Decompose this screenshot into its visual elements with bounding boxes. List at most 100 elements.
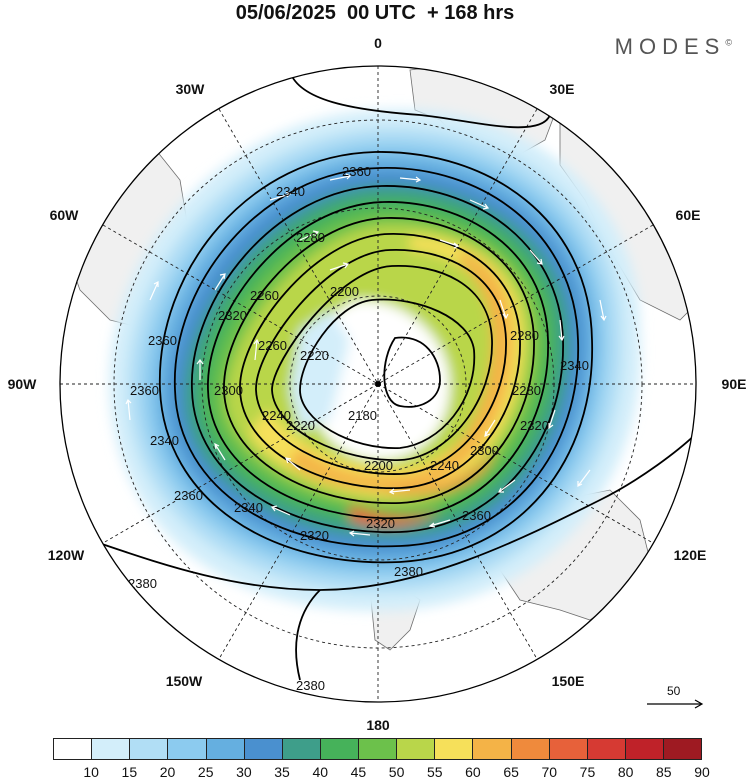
- wind-arrow: [558, 319, 565, 342]
- wind-arrow: [253, 338, 260, 361]
- contour-2260: [239, 233, 521, 489]
- wind-arrow: [484, 419, 496, 437]
- shade-60: [288, 250, 512, 491]
- colorbar-label: 60: [465, 764, 481, 780]
- colorbar-label: 35: [274, 764, 290, 780]
- lon-label-150w: 150W: [166, 673, 203, 689]
- colorbar-cell: [282, 739, 321, 759]
- contour-label: 2320: [520, 418, 549, 433]
- contour-label: 2380: [394, 564, 423, 579]
- wind-arrow: [329, 262, 350, 271]
- colorbar-cell: [511, 739, 550, 759]
- contour-2220: [271, 265, 493, 461]
- lon-label-30e: 30E: [550, 81, 575, 97]
- wind-arrow: [214, 442, 226, 461]
- contour-2360: [159, 151, 593, 564]
- meridian-60w-120e: [102, 224, 654, 544]
- lon-label-120w: 120W: [48, 547, 85, 563]
- colorbar-cell: [168, 739, 207, 759]
- wind-arrow: [269, 191, 292, 201]
- wind-arrow: [529, 249, 543, 265]
- lon-label-0: 0: [374, 35, 382, 51]
- map-frame: [59, 65, 697, 703]
- colorbar-cell: [92, 739, 131, 759]
- lon-label-180: 180: [366, 717, 390, 733]
- colorbar-cell: [625, 739, 664, 759]
- wind-arrow: [270, 505, 291, 516]
- wind-arrow: [196, 359, 204, 380]
- contour-label: 2360: [462, 508, 491, 523]
- lon-label-120e: 120E: [674, 547, 707, 563]
- colorbar-label: 75: [579, 764, 596, 780]
- wind-arrow: [469, 199, 490, 210]
- lon-label-30w: 30W: [176, 81, 206, 97]
- contour-label: 2340: [276, 184, 305, 199]
- wind-arrow: [399, 176, 422, 183]
- wind-arrow: [577, 469, 591, 487]
- wind-arrow: [348, 530, 371, 537]
- contour-label: 2380: [128, 576, 157, 591]
- contour-label: 2260: [258, 338, 287, 353]
- colorbar-cell: [549, 739, 588, 759]
- colorbar-labels: 10 15 20 25 30 35 40 45 50 55 60 65 70 75 80 85 90: [53, 764, 709, 782]
- wind-arrow: [329, 173, 352, 181]
- meridian-30w-150e: [218, 108, 538, 660]
- contour-label: 2280: [512, 383, 541, 398]
- contour-label: 2300: [470, 443, 499, 458]
- colorbar-label: 15: [121, 764, 138, 780]
- contour-2320: [191, 185, 564, 534]
- contour-label: 2200: [364, 458, 393, 473]
- contour-label: 2380: [296, 678, 325, 693]
- map-title: 05/06/2025 00 UTC + 168 hrs: [235, 2, 515, 24]
- colorbar-label: 20: [159, 764, 176, 780]
- meridian-60e-120w: [102, 224, 654, 544]
- colorbar-cell: [130, 739, 169, 759]
- colorbar-cell: [397, 739, 436, 759]
- contour-label: 2340: [234, 500, 263, 515]
- contour-label: 2340: [560, 358, 589, 373]
- wind-arrow: [125, 398, 132, 421]
- contour-2380-bottom-lobe: [295, 589, 321, 681]
- wind-arrow: [388, 488, 411, 495]
- contour-2380-bottom: [89, 429, 696, 591]
- colorbar-label: 70: [541, 764, 558, 780]
- shade-70: [350, 505, 440, 526]
- contour-label: 2360: [130, 383, 159, 398]
- brand-name: MODES: [614, 34, 726, 59]
- wind-arrow: [599, 299, 607, 322]
- contour-label: 2320: [300, 528, 329, 543]
- contour-2240: [255, 249, 507, 475]
- colorbar-cell: [320, 739, 359, 759]
- wind-arrow: [499, 299, 509, 320]
- colorbar-label: 90: [694, 764, 710, 780]
- wind-arrow: [498, 479, 516, 493]
- colorbar-label: 55: [426, 764, 443, 780]
- meridian-30e-150w: [218, 108, 538, 660]
- reference-vector-label: 50: [667, 684, 681, 698]
- colorbar: [53, 738, 702, 760]
- contour-label: 2320: [366, 516, 395, 531]
- colorbar-label: 65: [503, 764, 519, 780]
- colorbar-cell: [664, 739, 702, 759]
- north-pole-marker: [375, 381, 381, 387]
- contour-2180: [383, 336, 441, 408]
- colorbar-cell: [244, 739, 283, 759]
- colorbar-cell: [473, 739, 512, 759]
- contour-label: 2240: [262, 408, 291, 423]
- lon-label-90e: 90E: [722, 376, 747, 392]
- contour-label: 2300: [214, 383, 243, 398]
- colorbar-label: 10: [83, 764, 99, 780]
- contour-label: 2220: [300, 348, 329, 363]
- colorbar-cell: [435, 739, 474, 759]
- lon-label-150e: 150E: [552, 673, 585, 689]
- contour-label: 2200: [330, 284, 359, 299]
- contour-label: 2260: [250, 288, 279, 303]
- lon-label-90w: 90W: [8, 376, 38, 392]
- contour-2200: [299, 298, 476, 449]
- colorbar-cell: [54, 739, 93, 759]
- contour-labels: 2180 2200 2200 2220 2220 2240 2240 2260 …: [128, 164, 589, 693]
- wind-arrow: [149, 281, 159, 301]
- contour-label: 2280: [510, 328, 539, 343]
- reference-vector: 50: [645, 684, 705, 714]
- contour-label: 2360: [342, 164, 371, 179]
